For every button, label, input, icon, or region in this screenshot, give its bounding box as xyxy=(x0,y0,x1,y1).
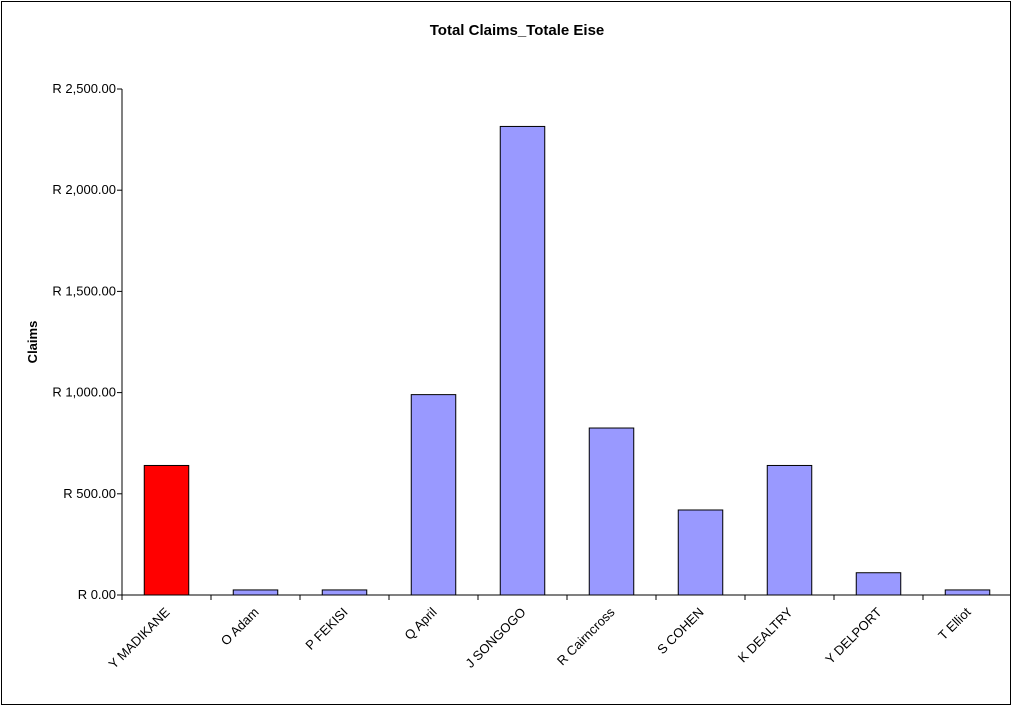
bar-k-dealtry xyxy=(766,464,813,596)
x-tick-label: P FEKISI xyxy=(302,605,350,653)
bar-p-fekisi xyxy=(321,589,368,596)
bar-y-delport xyxy=(855,572,902,596)
bar-y-madikane xyxy=(143,464,190,596)
y-tick-label: R 0.00 xyxy=(78,587,116,602)
x-tick-label: S COHEN xyxy=(654,605,706,657)
x-tick-label: Q April xyxy=(401,604,439,642)
bar-q-april xyxy=(410,394,457,596)
x-tick-label: K DEALTRY xyxy=(735,604,796,665)
x-tick-label: J SONGOGO xyxy=(462,605,528,671)
chart-title: Total Claims_Totale Eise xyxy=(430,22,605,39)
x-tick-label: O Adam xyxy=(218,605,262,649)
x-tick-label: R Cairncross xyxy=(554,604,618,668)
y-axis-title: Claims xyxy=(25,321,40,364)
bars-group xyxy=(143,125,991,596)
y-tick-label: R 500.00 xyxy=(63,486,116,501)
y-tick-label: R 1,500.00 xyxy=(52,283,116,298)
bar-s-cohen xyxy=(677,509,724,596)
y-tick-label: R 1,000.00 xyxy=(52,385,116,400)
bar-t-elliot xyxy=(944,589,991,596)
x-tick-label: Y DELPORT xyxy=(822,604,884,666)
bar-o-adam xyxy=(232,589,279,596)
bar-r-cairncross xyxy=(588,427,635,596)
bar-j-songogo xyxy=(499,125,546,596)
x-tick-label: Y MADIKANE xyxy=(105,604,172,671)
y-tick-label: R 2,500.00 xyxy=(52,81,116,96)
y-tick-label: R 2,000.00 xyxy=(52,182,116,197)
x-tick-label: T Elliot xyxy=(935,604,974,643)
